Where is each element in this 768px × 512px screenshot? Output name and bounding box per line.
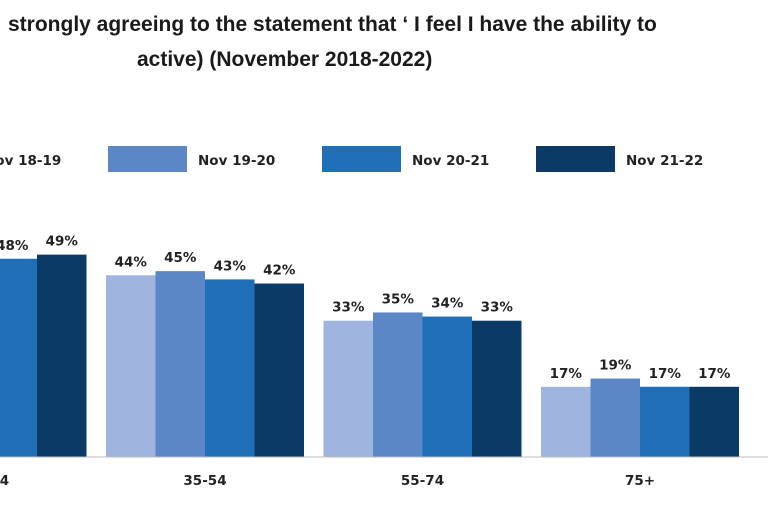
- data-label: 34%: [431, 296, 464, 312]
- bar-75+-1: [541, 386, 591, 457]
- bar-75+-2: [590, 378, 640, 457]
- data-label: 45%: [164, 250, 197, 266]
- bar-35-54-2: [155, 271, 205, 457]
- legend-label-1: Nov 18-19: [0, 153, 61, 169]
- data-label: 48%: [0, 238, 29, 254]
- bar-75+-4: [689, 386, 739, 457]
- data-label: 33%: [332, 300, 365, 316]
- legend: Nov 18-19 Nov 19-20 Nov 20-21 Nov 21-22: [0, 146, 703, 172]
- bar-35-54-3: [205, 279, 255, 457]
- bar-75+-3: [640, 386, 690, 457]
- x-tick-label: 75+: [625, 473, 655, 489]
- legend-swatch-4: [536, 146, 615, 172]
- chart-title-line-2: active) (November 2018-2022): [137, 48, 432, 71]
- data-label: 35%: [382, 291, 415, 307]
- legend-label-3: Nov 20-21: [412, 153, 489, 169]
- bar-18-34-4: [37, 254, 87, 457]
- chart-title-line-1: strongly agreeing to the statement that …: [8, 13, 657, 36]
- data-label: 17%: [550, 366, 583, 382]
- bar-55-74-1: [323, 320, 373, 457]
- data-label: 17%: [649, 366, 682, 382]
- legend-swatch-2: [108, 146, 187, 172]
- x-tick-label: 35-54: [183, 473, 226, 489]
- bar-18-34-3: [0, 258, 37, 457]
- legend-swatch-3: [322, 146, 401, 172]
- legend-label-2: Nov 19-20: [198, 153, 275, 169]
- x-tick-label: 55-74: [401, 473, 444, 489]
- bar-55-74-4: [472, 320, 522, 457]
- bar-35-54-4: [254, 283, 304, 457]
- bar-55-74-2: [373, 312, 423, 457]
- data-label: 43%: [214, 258, 247, 274]
- x-axis-labels: 18-34 35-54 55-74 75+: [0, 473, 655, 489]
- data-label: 33%: [481, 300, 514, 316]
- x-tick-label: 18-34: [0, 473, 9, 489]
- legend-label-4: Nov 21-22: [626, 153, 703, 169]
- bars: 48% 49% 44% 45% 43% 42% 33% 35% 34% 33% 17% 19% 17% 1…: [0, 234, 739, 457]
- data-label: 44%: [115, 254, 148, 270]
- data-label: 17%: [698, 366, 731, 382]
- data-label: 42%: [263, 263, 296, 279]
- data-label: 19%: [599, 358, 632, 374]
- bar-55-74-3: [422, 316, 472, 457]
- data-label: 49%: [46, 234, 79, 250]
- bar-35-54-1: [106, 275, 156, 457]
